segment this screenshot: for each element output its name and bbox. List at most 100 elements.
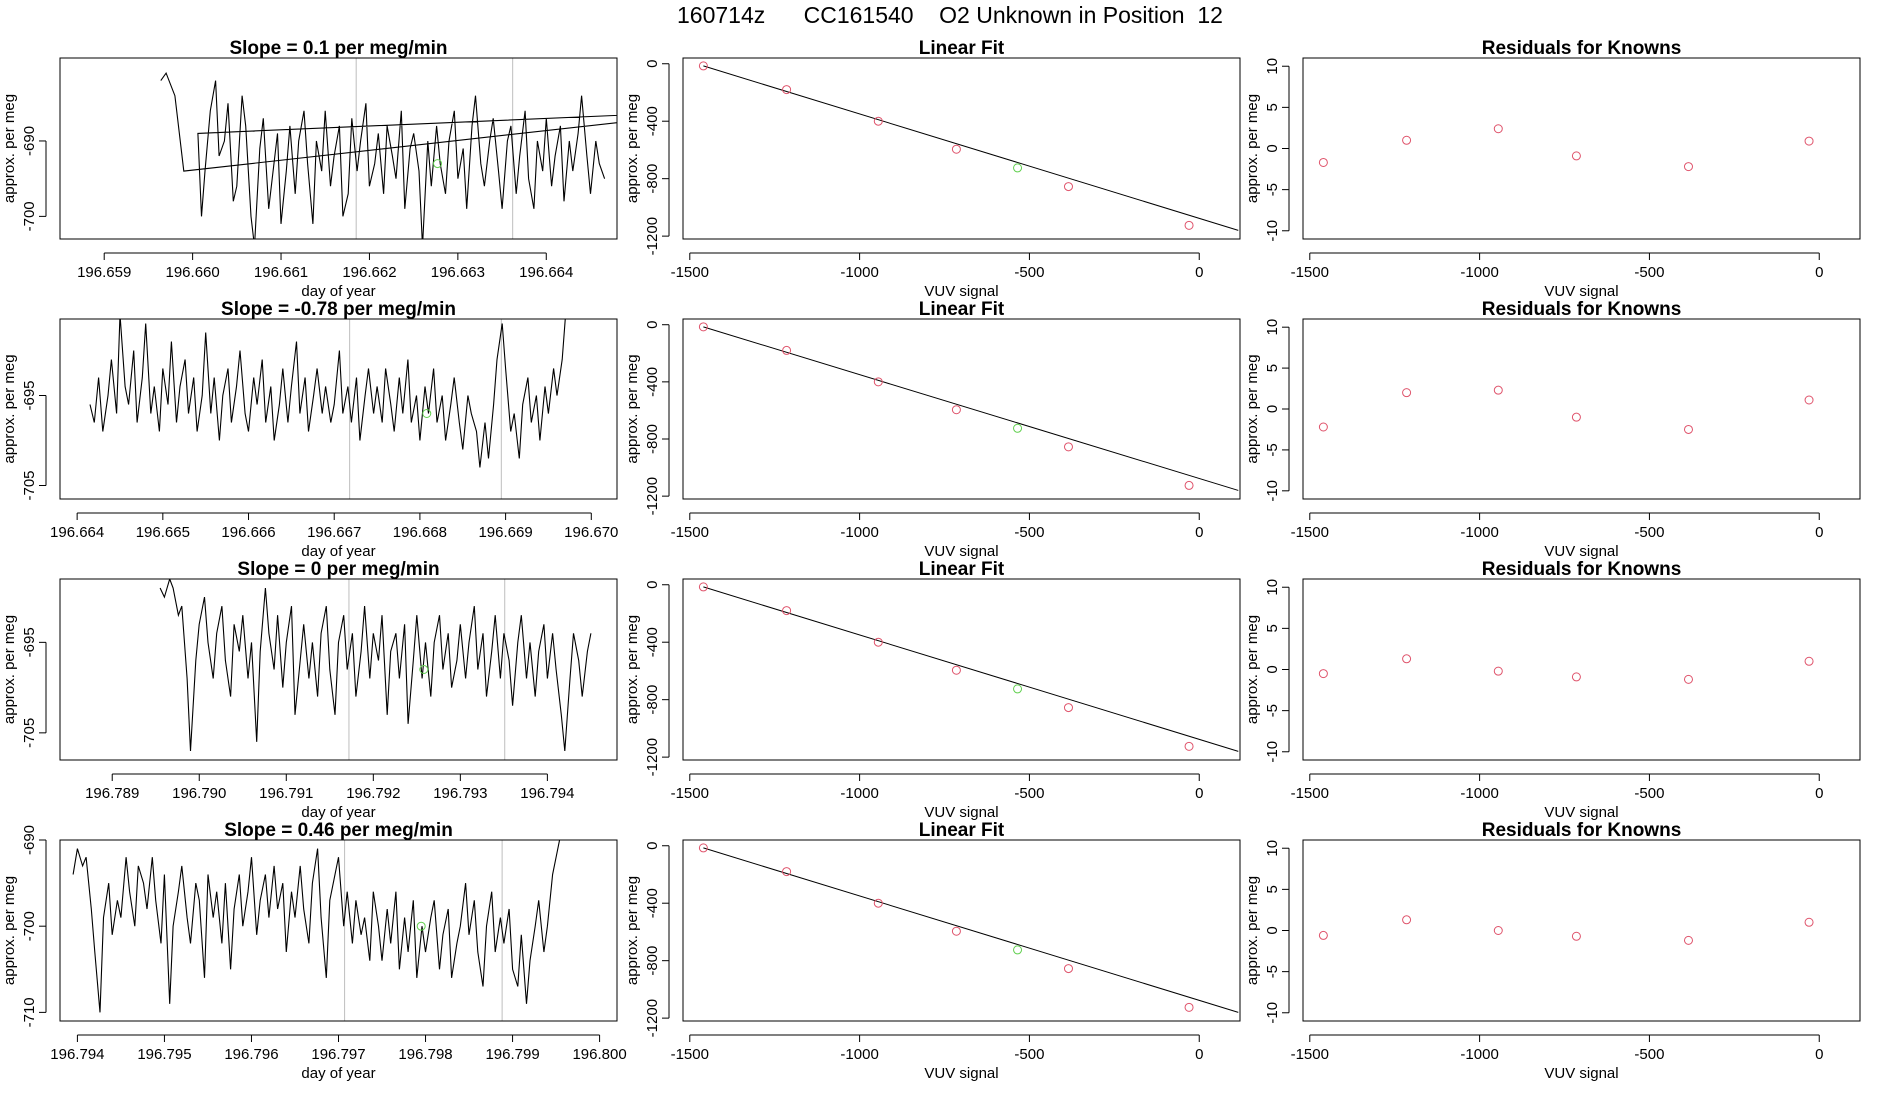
- x-tick-label: -1000: [1460, 785, 1498, 802]
- x-axis-label: VUV signal: [924, 804, 998, 821]
- x-tick-label: -500: [1634, 785, 1664, 802]
- unknown-point: [422, 409, 432, 418]
- known-point: [782, 606, 792, 616]
- fit-line: [703, 326, 1239, 491]
- y-tick-label: -800: [644, 685, 661, 715]
- y-tick-label: 0: [1264, 144, 1281, 152]
- panel-title: Slope = -0.78 per meg/min: [221, 299, 456, 320]
- x-tick-label: -1500: [1291, 785, 1329, 802]
- x-tick-label: -500: [1634, 1046, 1664, 1063]
- known-point: [1804, 917, 1814, 927]
- series-line: [72, 840, 561, 1013]
- known-point: [1063, 703, 1073, 713]
- x-tick-label: -1000: [1460, 1046, 1498, 1063]
- y-tick-label: 0: [644, 581, 661, 589]
- panel-title: Linear Fit: [919, 299, 1005, 320]
- y-tick-label: -800: [644, 424, 661, 454]
- panel-title: Residuals for Knowns: [1482, 299, 1682, 320]
- plot-area: [698, 843, 1239, 1013]
- unknown-point: [419, 665, 429, 674]
- x-tick-label: 196.794: [50, 1046, 104, 1063]
- x-axis-label: VUV signal: [924, 1065, 998, 1082]
- panel-title: Slope = 0.1 per meg/min: [229, 38, 447, 59]
- x-tick-label: 196.660: [166, 264, 220, 281]
- known-point: [1493, 926, 1503, 935]
- y-axis-label: approx. per meg: [1244, 94, 1261, 203]
- known-point: [1683, 674, 1693, 684]
- plot-area: [1318, 654, 1814, 684]
- known-point: [951, 405, 961, 415]
- x-tick-label: 196.792: [346, 785, 400, 802]
- x-tick-label: 196.800: [572, 1046, 626, 1063]
- known-point: [1402, 915, 1412, 925]
- x-tick-label: -1000: [840, 1046, 878, 1063]
- unknown-point: [416, 921, 426, 931]
- y-tick-label: -10: [1264, 741, 1281, 763]
- x-tick-label: -500: [1634, 524, 1664, 541]
- unknown-point: [1013, 684, 1023, 694]
- x-tick-label: 196.795: [137, 1046, 191, 1063]
- y-axis-label: approx. per meg: [624, 876, 641, 985]
- x-tick-label: 196.664: [50, 524, 104, 541]
- chart-panel-5: -1500 -1000 -500 0 VUV signal 0 -400 -800 -1200a…: [624, 299, 1241, 560]
- fit-line: [703, 847, 1239, 1013]
- panel-title: Residuals for Knowns: [1482, 38, 1682, 59]
- x-axis-label: VUV signal: [924, 543, 998, 560]
- x-tick-label: -500: [1014, 785, 1044, 802]
- y-tick-label: -400: [644, 106, 661, 136]
- y-tick-label: 10: [1264, 319, 1281, 336]
- chart-panel-11: -1500 -1000 -500 0 VUV signal 0 -400 -800 -1200a…: [624, 820, 1241, 1082]
- unknown-point: [1013, 163, 1023, 173]
- y-axis-label: approx. per meg: [1, 354, 18, 463]
- x-axis-label: VUV signal: [1544, 543, 1618, 560]
- known-point: [1184, 741, 1194, 751]
- panel-title: Residuals for Knowns: [1482, 820, 1682, 841]
- y-tick-label: 10: [1264, 579, 1281, 596]
- known-point: [1318, 157, 1328, 167]
- plot-frame: [59, 839, 618, 1022]
- known-point: [873, 898, 883, 908]
- plot-area: [698, 61, 1239, 231]
- y-axis-label: approx. per meg: [1244, 615, 1261, 724]
- y-tick-label: -705: [21, 470, 38, 500]
- plot-area: [698, 582, 1239, 752]
- y-tick-label: -10: [1264, 480, 1281, 502]
- y-tick-label: -695: [21, 380, 38, 410]
- y-tick-label: -1200: [644, 999, 661, 1037]
- y-tick-label: 0: [644, 842, 661, 850]
- plot-frame: [1302, 57, 1861, 240]
- y-tick-label: -800: [644, 946, 661, 976]
- y-tick-label: -10: [1264, 220, 1281, 242]
- known-point: [1184, 480, 1194, 490]
- x-tick-label: 196.664: [519, 264, 573, 281]
- y-axis-label: approx. per meg: [624, 615, 641, 724]
- y-tick-label: -700: [21, 201, 38, 231]
- x-tick-label: 196.668: [393, 524, 447, 541]
- known-point: [698, 843, 708, 853]
- x-tick-label: -1000: [1460, 524, 1498, 541]
- y-tick-label: -695: [21, 627, 38, 657]
- x-tick-label: 0: [1815, 524, 1823, 541]
- known-point: [782, 345, 792, 355]
- plot-area: [159, 579, 592, 760]
- x-tick-label: 196.799: [485, 1046, 539, 1063]
- x-tick-label: 196.670: [564, 524, 618, 541]
- x-axis-label: VUV signal: [924, 283, 998, 300]
- series-line: [89, 319, 566, 468]
- plot-area: [1318, 124, 1814, 172]
- x-tick-label: 0: [1195, 785, 1203, 802]
- known-point: [1493, 124, 1503, 134]
- plot-area: [160, 58, 617, 239]
- x-tick-label: 196.666: [221, 524, 275, 541]
- x-tick-label: 196.794: [520, 785, 574, 802]
- x-tick-label: 196.798: [398, 1046, 452, 1063]
- y-tick-label: -710: [21, 997, 38, 1027]
- plot-area: [1318, 385, 1814, 434]
- chart-panel-6: -1500 -1000 -500 0 VUV signal 10 5 0 -5 -10approx…: [1244, 299, 1861, 560]
- known-point: [1063, 182, 1073, 192]
- y-tick-label: -1200: [644, 477, 661, 515]
- x-axis-label: day of year: [301, 804, 375, 821]
- plot-area: [698, 322, 1239, 491]
- chart-panel-4: 196.664 196.665 196.666 196.667 196.668 196.6…: [1, 299, 618, 560]
- chart-panel-2: -1500 -1000 -500 0 VUV signal 0 -400 -800 -1200a…: [624, 38, 1241, 300]
